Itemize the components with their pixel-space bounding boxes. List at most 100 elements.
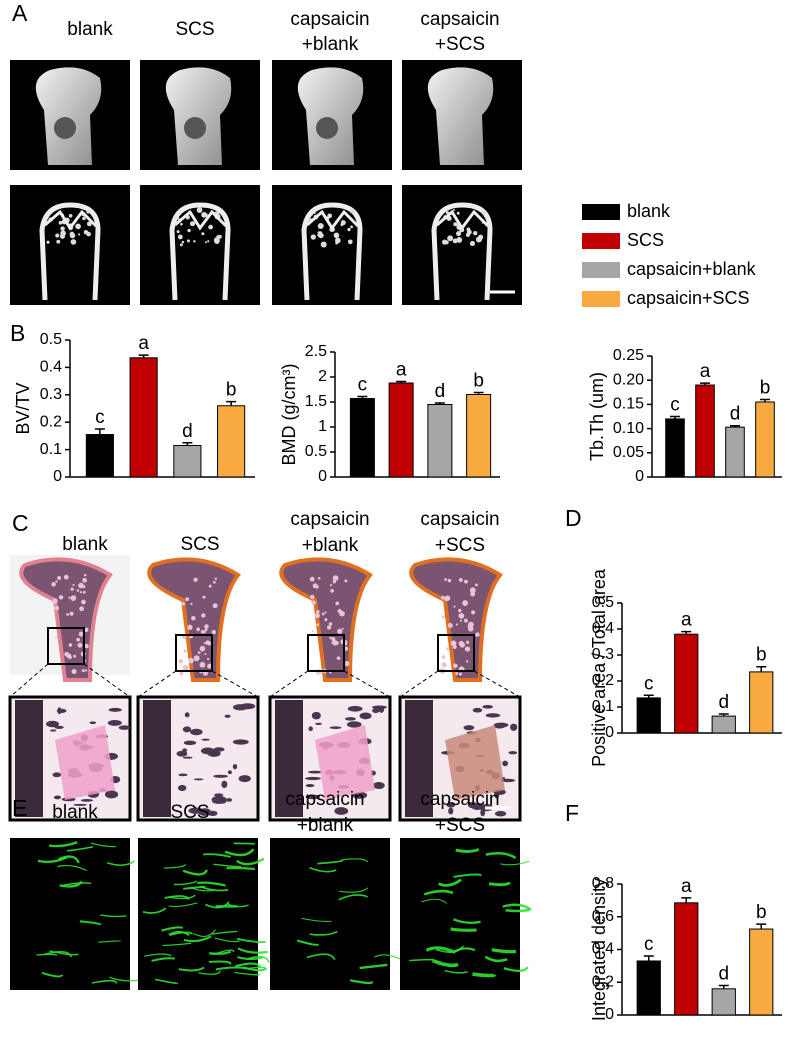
panel-letter: C: [12, 510, 29, 536]
marrow: [51, 582, 56, 587]
y-tick-label: 0.15: [613, 396, 644, 413]
group-label: blank: [67, 19, 113, 40]
fluor-fiber: [431, 958, 459, 968]
marrow: [313, 583, 317, 587]
group-label: SCS: [180, 534, 219, 555]
trabecula: [201, 738, 211, 741]
significance-letter: d: [718, 964, 729, 985]
significance-letter: c: [95, 407, 105, 428]
fluor-fiber: [63, 882, 92, 886]
marrow: [183, 649, 187, 653]
bone-section: [169, 202, 231, 301]
trabecula: [80, 799, 94, 802]
error-bar: [182, 442, 193, 446]
marrow: [212, 580, 216, 584]
fluor-fiber: [237, 947, 268, 954]
significance-letter: d: [182, 421, 193, 442]
trabecula: [457, 238, 462, 243]
fluor-fiber: [163, 864, 187, 869]
marrow: [200, 629, 205, 634]
bar: [665, 418, 685, 478]
group-label: +blank: [302, 535, 359, 556]
trabecula: [118, 725, 131, 730]
marrow: [211, 629, 217, 635]
group-label: capsaicin: [285, 789, 364, 810]
fluor-fiber: [151, 957, 175, 962]
y-tick-label: 0.4: [592, 941, 614, 958]
marrow: [185, 597, 190, 602]
growth-plate: [306, 209, 360, 231]
error-bar: [643, 955, 654, 961]
y-tick-label: 0: [605, 724, 614, 741]
significance-letter: a: [700, 361, 711, 382]
fluor-fiber: [296, 939, 320, 946]
y-tick-label: 0.2: [40, 413, 62, 430]
y-axis-label: Positive area / Total area: [589, 568, 609, 767]
trabecula: [56, 708, 67, 713]
marrow: [458, 608, 462, 613]
marrow: [441, 615, 445, 619]
y-tick-label: 0.05: [613, 444, 644, 461]
trabecula: [70, 239, 77, 245]
stained-bone: [409, 557, 503, 682]
y-tick-label: 0.25: [613, 347, 644, 364]
fluor-fiber: [301, 917, 332, 922]
marrow: [458, 672, 462, 676]
zoom-line: [211, 670, 259, 698]
trabecula: [221, 780, 228, 789]
bone-section: [431, 202, 493, 301]
zoom-box: [47, 627, 85, 665]
marrow: [337, 628, 343, 634]
marrow: [181, 601, 185, 606]
bone-section: [39, 202, 101, 301]
defect: [316, 117, 338, 139]
zoom-line: [83, 663, 131, 698]
trabecula: [200, 747, 215, 755]
trabecula: [187, 239, 190, 243]
marrow: [465, 640, 470, 644]
fluor-fiber: [183, 935, 212, 943]
cortex: [275, 700, 303, 817]
legend-label: capsaicin+SCS: [627, 288, 750, 308]
trabecula: [480, 809, 486, 817]
trabecula: [305, 794, 320, 800]
marrow: [69, 611, 74, 616]
fluor-fiber: [100, 914, 127, 918]
trabecula: [208, 226, 211, 229]
significance-letter: d: [435, 381, 446, 402]
fluor-fiber: [66, 846, 94, 852]
marrow: [78, 582, 84, 589]
trabecula: [485, 713, 501, 718]
marrow: [455, 671, 459, 676]
y-tick-label: 0.1: [40, 441, 62, 458]
marrow: [332, 580, 337, 584]
fluor-fiber: [421, 898, 447, 904]
trabecula: [347, 239, 353, 245]
trabecula: [214, 793, 224, 797]
legend-swatch: [582, 262, 620, 278]
trabecula: [75, 223, 81, 230]
marrow: [193, 577, 198, 582]
marrow: [188, 657, 194, 664]
marrow: [471, 610, 476, 615]
marrow: [463, 618, 468, 623]
fluor-fiber: [197, 881, 226, 887]
bar: [85, 434, 114, 478]
y-tick-label: 0.10: [613, 420, 644, 437]
marrow: [197, 651, 201, 655]
zoom-box: [175, 634, 213, 672]
fluor-fiber: [173, 880, 198, 886]
bar: [674, 902, 699, 1016]
trabecula: [510, 723, 518, 731]
trabecula: [327, 213, 332, 219]
trabecula: [60, 230, 66, 237]
trabecula: [315, 722, 322, 726]
zoom-line: [399, 670, 439, 698]
trabecula: [500, 778, 516, 783]
error-bar: [473, 391, 484, 395]
marrow: [207, 663, 213, 669]
fluor-fiber: [484, 955, 508, 963]
group-label: +blank: [302, 34, 359, 55]
trabecula: [473, 231, 478, 236]
y-tick-label: 1.5: [305, 393, 327, 410]
